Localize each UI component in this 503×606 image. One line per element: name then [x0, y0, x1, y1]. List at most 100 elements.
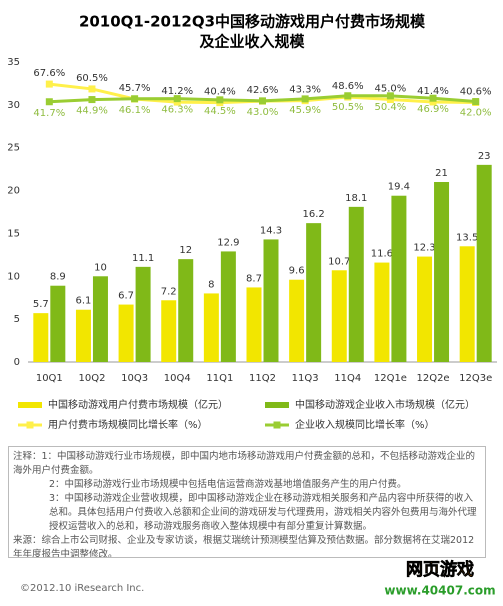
chart-subtitle: 及企业收入规模: [199, 33, 305, 51]
x-tick-label: 12Q1e: [374, 373, 407, 384]
bar-label: 10.7: [328, 256, 350, 267]
bar-label: 8: [208, 279, 214, 290]
y-tick-label: 20: [7, 186, 20, 197]
y-tick-label: 30: [7, 100, 20, 111]
bar: [476, 164, 492, 362]
bar: [391, 195, 407, 362]
line-marker: [429, 94, 437, 102]
bar-label: 21: [435, 168, 448, 179]
x-tick-label: 10Q4: [164, 373, 191, 384]
chart-title: 2010Q1-2012Q3中国移动游戏用户付费市场规模: [79, 13, 426, 31]
line-label: 44.9%: [76, 106, 108, 117]
bar-label: 5.7: [33, 299, 49, 310]
bar: [118, 304, 134, 362]
line-marker: [45, 80, 53, 88]
watermark-title: 网页游戏: [406, 559, 474, 580]
y-tick-label: 0: [14, 357, 20, 368]
line-marker: [386, 96, 394, 103]
line-label: 46.3%: [161, 105, 193, 116]
bar-label: 12.9: [217, 237, 239, 248]
bar: [306, 223, 322, 362]
x-tick-label: 10Q1: [36, 373, 63, 384]
x-tick-label: 12Q2e: [416, 373, 449, 384]
bar-label: 6.7: [118, 291, 134, 302]
line-marker: [344, 92, 352, 100]
line-label: 40.4%: [204, 87, 236, 98]
x-tick-label: 12Q3e: [459, 373, 492, 384]
legend-swatch: [18, 402, 42, 408]
legend-marker: [26, 421, 34, 429]
watermark-url: www.40407.com: [384, 584, 495, 598]
bar-label: 12.3: [413, 243, 435, 254]
bar: [374, 262, 390, 362]
line-marker: [429, 98, 437, 106]
bar: [75, 309, 91, 362]
line-label: 45.0%: [375, 84, 407, 95]
x-tick-label: 11Q2: [249, 373, 276, 384]
bar-label: 19.4: [388, 182, 410, 193]
x-tick-label: 11Q1: [206, 373, 233, 384]
bar: [348, 206, 364, 362]
bar: [417, 256, 433, 362]
note: 来源：综合上市公司财报、企业及专家访谈，根据艾瑞统计预测模型估算及预估数据。部分…: [13, 535, 475, 558]
bar-label: 9.6: [289, 266, 305, 277]
bar-label: 11.1: [132, 253, 154, 264]
line-marker: [173, 95, 181, 103]
line-marker: [472, 98, 480, 106]
bar: [246, 287, 262, 362]
line-marker: [259, 97, 266, 105]
bar-label: 12: [179, 245, 192, 256]
line-marker: [216, 96, 224, 104]
note: 2：中国移动游戏行业市场规模中包括电信运营商游戏基地增值服务产生的用户付费。: [49, 479, 407, 490]
bar-label: 10: [94, 262, 107, 273]
bar: [50, 285, 66, 362]
bar-label: 18.1: [345, 193, 367, 204]
line-label: 42.0%: [460, 108, 492, 119]
y-tick-label: 25: [7, 143, 20, 154]
bar: [434, 182, 450, 362]
bar: [92, 276, 108, 362]
y-tick-label: 35: [7, 57, 20, 68]
x-tick-label: 10Q2: [78, 373, 105, 384]
bar-label: 16.2: [303, 209, 325, 220]
line-label: 46.1%: [119, 105, 151, 116]
x-tick-label: 10Q3: [121, 373, 148, 384]
line-label: 41.4%: [417, 86, 449, 97]
notes-box: 注释：1：中国移动游戏行业市场规模，即中国内地市场移动游戏用户付费金额的总和，不…: [8, 446, 486, 558]
legend-marker: [273, 421, 281, 429]
bar-label: 8.7: [246, 273, 262, 284]
line-marker: [386, 92, 394, 100]
legend-label: 中国移动游戏企业收入市场规模（亿元）: [295, 398, 475, 411]
bar: [161, 300, 177, 362]
bar-label: 11.6: [371, 249, 393, 260]
line-label: 50.5%: [332, 102, 364, 113]
line-label: 41.2%: [161, 86, 193, 97]
line-label: 48.6%: [332, 81, 364, 92]
legend-label: 用户付费市场规模同比增长率（%）: [48, 418, 208, 431]
legend-swatch: [265, 402, 289, 408]
note: 3：中国移动游戏企业营收规模，即中国移动游戏企业在移动游戏相关服务和产品内容中所…: [49, 493, 477, 532]
bar: [459, 246, 475, 362]
line-label: 60.5%: [76, 73, 108, 84]
line-label: 45.9%: [289, 105, 321, 116]
bar-label: 6.1: [76, 296, 92, 307]
line-label: 42.6%: [247, 85, 279, 96]
x-tick-label: 11Q4: [334, 373, 361, 384]
line-label: 40.6%: [460, 87, 492, 98]
bar-label: 13.5: [456, 232, 478, 243]
line-marker: [301, 95, 309, 103]
y-tick-label: 15: [7, 228, 20, 239]
bar: [178, 259, 194, 362]
y-tick-label: 5: [14, 314, 20, 325]
line-label: 46.9%: [417, 104, 449, 115]
bar: [331, 270, 347, 362]
line-marker: [88, 96, 96, 104]
x-tick-label: 11Q3: [292, 373, 319, 384]
bar-label: 8.9: [50, 272, 66, 283]
bar-label: 7.2: [161, 286, 177, 297]
bar: [220, 251, 236, 362]
y-tick-label: 10: [7, 271, 20, 282]
bar: [203, 293, 219, 362]
bar-label: 23: [478, 151, 491, 162]
